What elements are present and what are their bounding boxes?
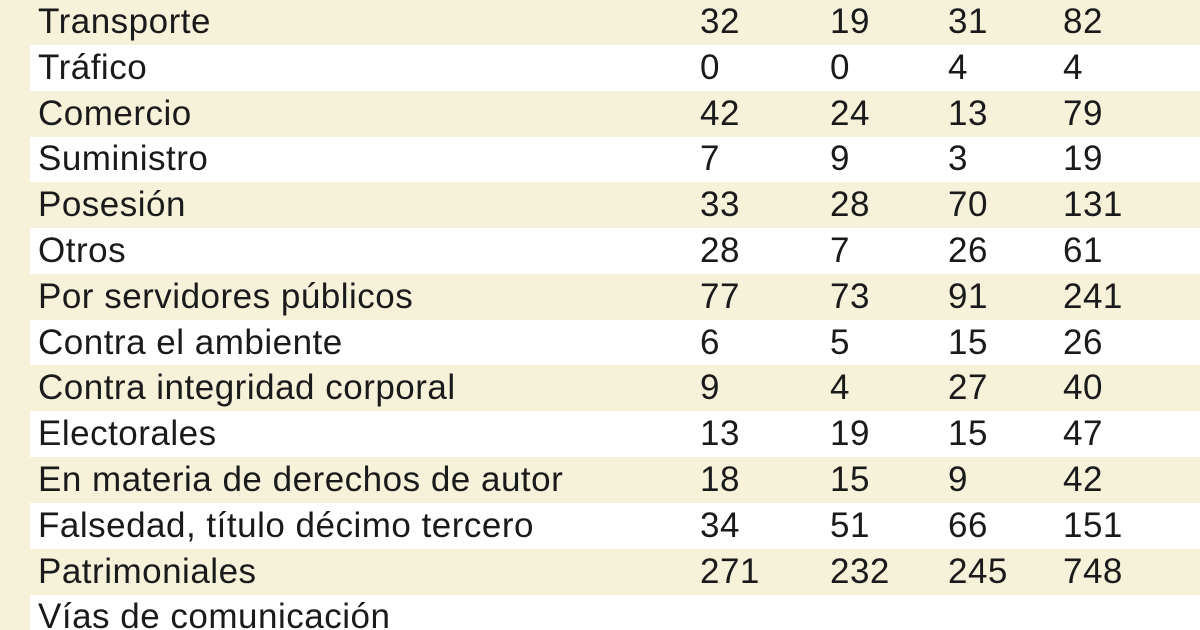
value-cell: 9 <box>948 460 968 499</box>
table-row: Patrimoniales 271 232 245 748 <box>30 548 1200 595</box>
value-cell: 18 <box>700 460 740 499</box>
value-cell: 61 <box>1063 231 1103 270</box>
row-label: Vías de comunicación <box>38 597 391 630</box>
value-cell: 9 <box>830 139 850 179</box>
value-cell: 28 <box>830 185 870 225</box>
value-cell: 19 <box>1063 139 1103 179</box>
value-cell: 51 <box>830 505 870 545</box>
value-cell: 27 <box>948 368 988 408</box>
value-cell: 13 <box>700 414 740 454</box>
value-cell: 9 <box>700 368 720 408</box>
value-cell: 19 <box>830 2 870 41</box>
value-cell: 245 <box>948 551 1008 591</box>
table-row: Contra el ambiente 6 5 15 26 <box>30 320 1200 366</box>
value-cell: 241 <box>1063 276 1123 316</box>
value-cell: 13 <box>948 93 988 133</box>
value-cell: 32 <box>700 2 740 41</box>
value-cell: 19 <box>830 414 870 454</box>
table-row: Vías de comunicación <box>30 594 1200 630</box>
row-label: Comercio <box>38 93 192 133</box>
table-row: Posesión 33 28 70 131 <box>30 182 1200 229</box>
value-cell: 131 <box>1063 185 1123 225</box>
value-cell: 4 <box>830 368 850 408</box>
value-cell: 0 <box>830 47 850 87</box>
row-label: Contra el ambiente <box>38 322 343 362</box>
table-row: Comercio 42 24 13 79 <box>30 90 1200 137</box>
row-label: En materia de derechos de autor <box>38 460 564 499</box>
value-cell: 91 <box>948 276 988 316</box>
value-cell: 15 <box>830 460 870 499</box>
row-label: Por servidores públicos <box>38 276 414 316</box>
value-cell: 42 <box>1063 460 1103 499</box>
table-row: Suministro 7 9 3 19 <box>30 136 1200 182</box>
table-row: En materia de derechos de autor 18 15 9 42 <box>30 457 1200 503</box>
row-label: Falsedad, título décimo tercero <box>38 505 535 545</box>
value-cell: 6 <box>700 322 720 362</box>
table-row: Contra integridad corporal 9 4 27 40 <box>30 365 1200 412</box>
value-cell: 271 <box>700 551 760 591</box>
value-cell: 26 <box>1063 322 1103 362</box>
value-cell: 232 <box>830 551 890 591</box>
value-cell: 42 <box>700 93 740 133</box>
value-cell: 4 <box>1063 47 1083 87</box>
value-cell: 40 <box>1063 368 1103 408</box>
table-row: Otros 28 7 26 61 <box>30 228 1200 274</box>
row-label: Otros <box>38 231 127 270</box>
value-cell: 31 <box>948 2 988 41</box>
value-cell: 3 <box>948 139 968 179</box>
side-strip <box>0 0 30 630</box>
value-cell: 151 <box>1063 505 1123 545</box>
table-row: Electorales 13 19 15 47 <box>30 411 1200 457</box>
value-cell: 15 <box>948 414 988 454</box>
value-cell: 82 <box>1063 2 1103 41</box>
value-cell: 28 <box>700 231 740 270</box>
value-cell: 5 <box>830 322 850 362</box>
value-cell: 0 <box>700 47 720 87</box>
value-cell: 24 <box>830 93 870 133</box>
value-cell: 7 <box>700 139 720 179</box>
value-cell: 34 <box>700 505 740 545</box>
value-cell: 79 <box>1063 93 1103 133</box>
table-row: Falsedad, título décimo tercero 34 51 66 151 <box>30 503 1200 549</box>
value-cell: 7 <box>830 231 850 270</box>
row-label: Suministro <box>38 139 209 179</box>
row-label: Contra integridad corporal <box>38 368 456 408</box>
row-label: Tráfico <box>38 47 148 87</box>
value-cell: 70 <box>948 185 988 225</box>
value-cell: 4 <box>948 47 968 87</box>
row-label: Posesión <box>38 185 186 225</box>
row-label: Patrimoniales <box>38 551 257 591</box>
row-label: Transporte <box>38 2 211 41</box>
value-cell: 26 <box>948 231 988 270</box>
table-row: Por servidores públicos 77 73 91 241 <box>30 273 1200 320</box>
value-cell: 33 <box>700 185 740 225</box>
value-cell: 15 <box>948 322 988 362</box>
value-cell: 66 <box>948 505 988 545</box>
value-cell: 73 <box>830 276 870 316</box>
table-row: Tráfico 0 0 4 4 <box>30 45 1200 91</box>
value-cell: 77 <box>700 276 740 316</box>
table-row: Transporte 32 19 31 82 <box>30 0 1200 45</box>
value-cell: 748 <box>1063 551 1123 591</box>
value-cell: 47 <box>1063 414 1103 454</box>
row-label: Electorales <box>38 414 217 454</box>
